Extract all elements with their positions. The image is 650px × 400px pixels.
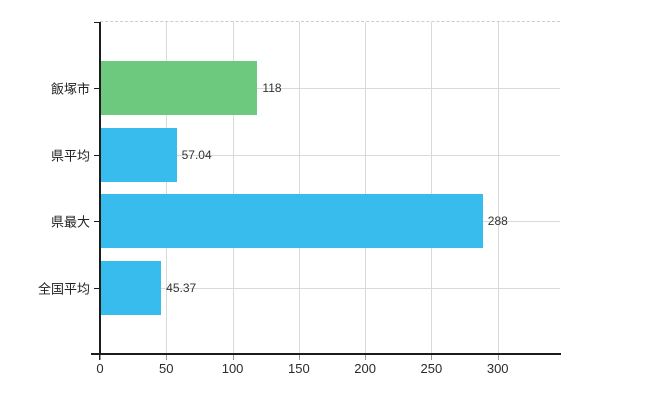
- x-tick-label: 200: [354, 361, 376, 376]
- y-axis-tick: [94, 154, 100, 156]
- gridline-horizontal: [100, 154, 560, 156]
- y-axis-line: [99, 22, 101, 360]
- bar-4: [101, 260, 162, 315]
- bar-1: [101, 61, 258, 116]
- category-label: 県最大: [50, 214, 90, 230]
- x-tick-label: 300: [486, 361, 509, 376]
- category-label: 飯塚市: [50, 81, 90, 97]
- bar-value-label: 57.04: [181, 147, 212, 162]
- x-axis-line: [91, 353, 561, 355]
- gridline-vertical: [166, 22, 168, 354]
- x-tick-label: 0: [96, 361, 104, 376]
- x-tick-label: 50: [159, 361, 174, 376]
- x-axis-tick: [431, 355, 433, 360]
- x-axis-tick: [298, 355, 300, 360]
- x-axis-tick: [100, 355, 101, 360]
- y-axis-tick: [94, 221, 100, 223]
- bar-value-label: 288: [487, 214, 508, 229]
- x-axis-tick: [166, 355, 168, 360]
- bar-value-label: 45.37: [166, 280, 197, 295]
- x-tick-label: 250: [420, 361, 443, 376]
- gridline-vertical: [232, 22, 234, 354]
- gridline-vertical: [365, 22, 367, 354]
- plot-top-border: [100, 21, 560, 22]
- gridline-vertical: [298, 22, 300, 354]
- gridline-vertical: [431, 22, 433, 354]
- bar-value-label: 118: [262, 81, 282, 96]
- category-label: 県平均: [50, 148, 90, 164]
- bar-3: [101, 194, 483, 249]
- x-tick-label: 150: [287, 361, 310, 376]
- gridline-horizontal: [100, 287, 560, 289]
- gridline-vertical: [497, 22, 499, 354]
- plot-area: 118 57.04 288 45.37: [100, 21, 560, 354]
- x-axis-tick: [497, 355, 499, 360]
- y-axis-tick: [94, 22, 100, 23]
- bar-2: [101, 127, 177, 182]
- gridline-horizontal: [100, 88, 560, 90]
- category-label: 全国平均: [37, 281, 90, 297]
- y-axis-tick: [94, 287, 100, 289]
- x-axis-tick: [232, 355, 234, 360]
- y-axis-tick: [94, 88, 100, 90]
- x-tick-label: 100: [221, 361, 244, 376]
- x-axis-tick: [365, 355, 367, 360]
